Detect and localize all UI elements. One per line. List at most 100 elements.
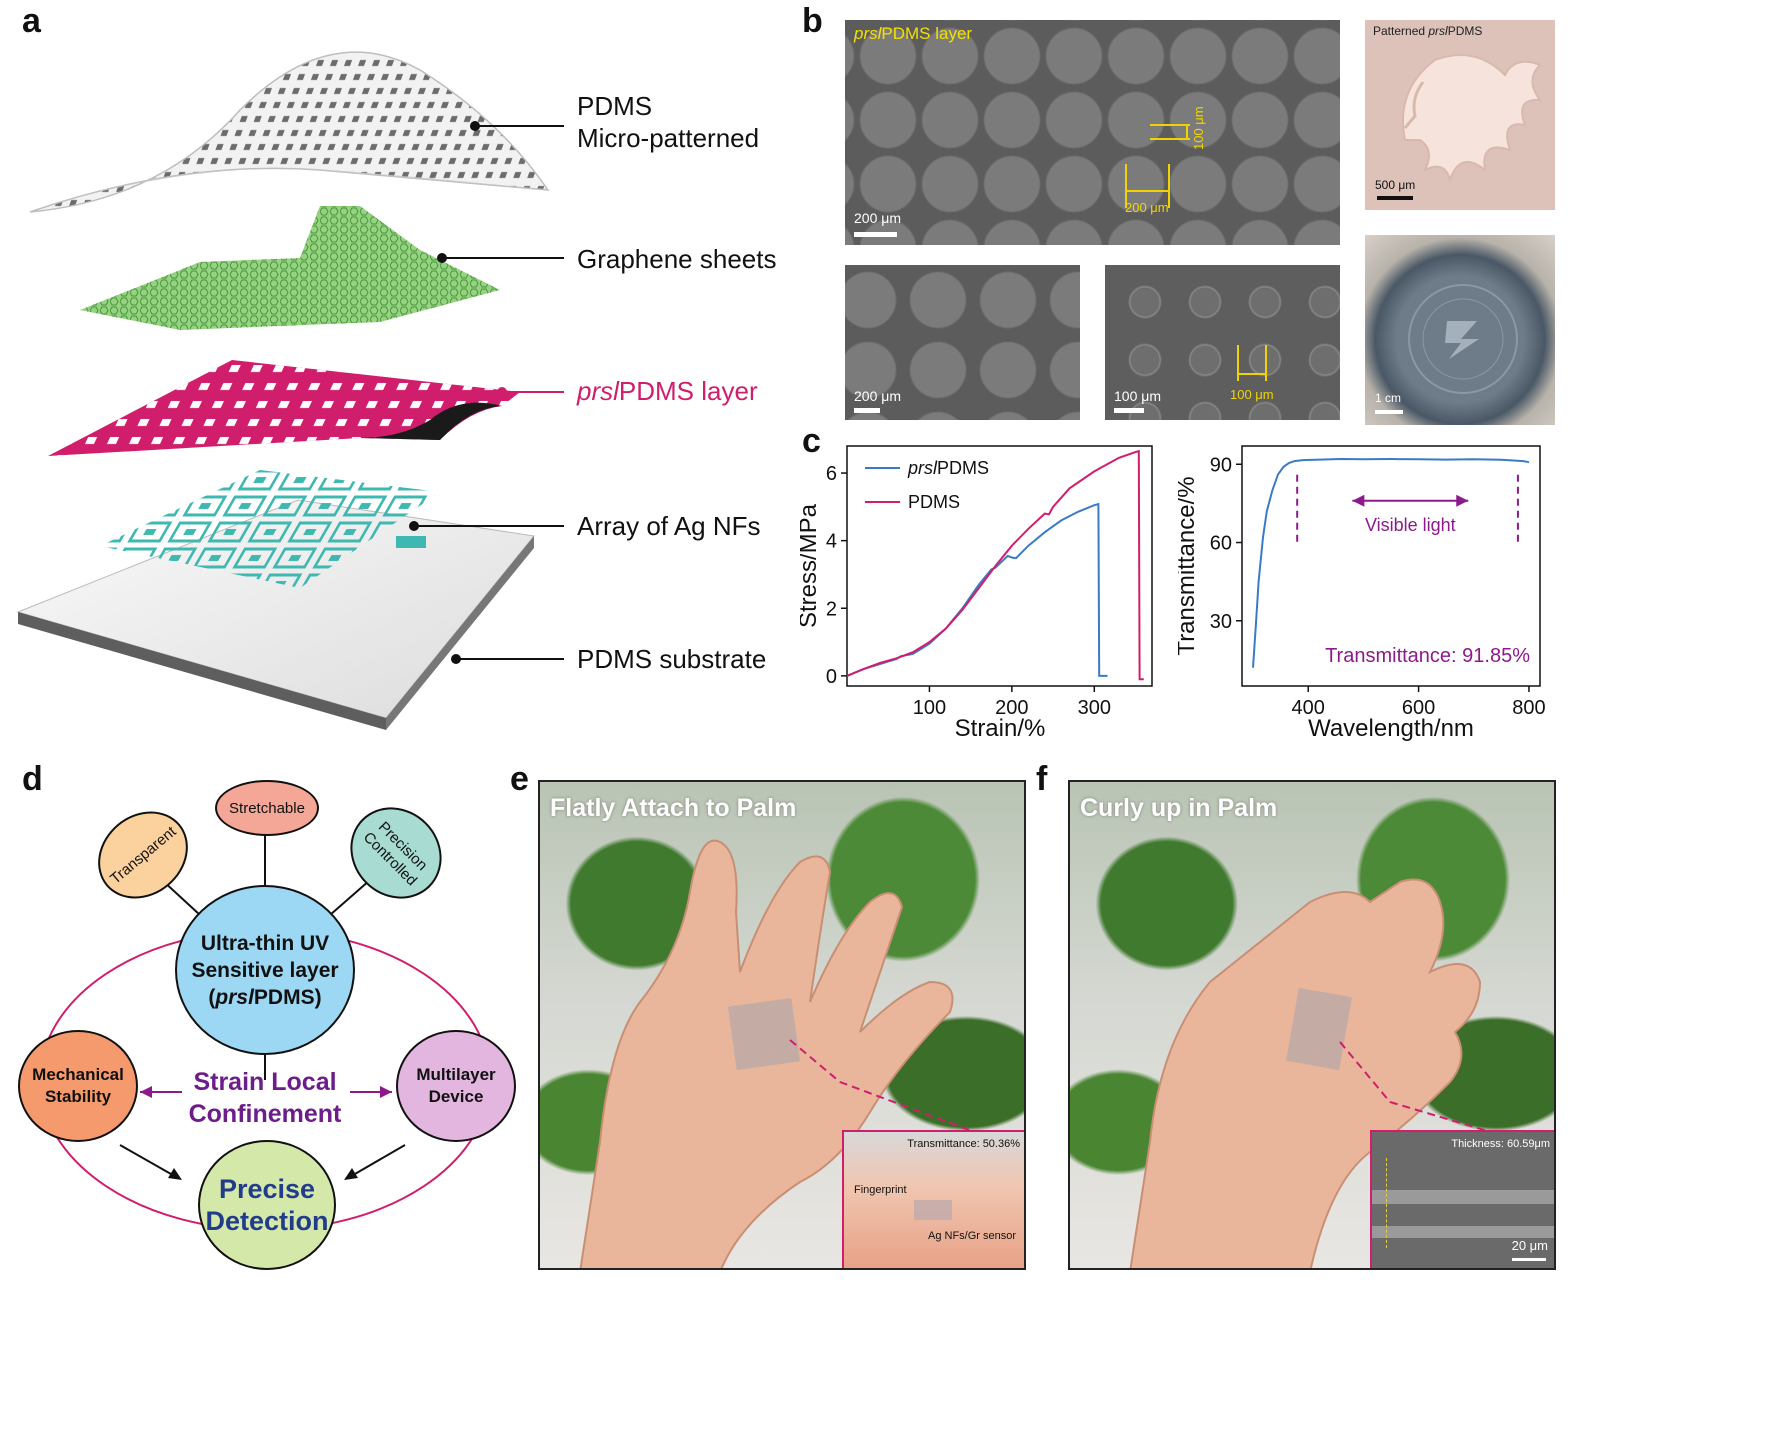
dim-line-v bbox=[1186, 124, 1188, 140]
sem-top-scale-label: 200 μm bbox=[854, 210, 901, 226]
arrow-left-head bbox=[140, 1086, 152, 1098]
br-dim-line bbox=[1237, 373, 1267, 375]
arrow-mech-precise-head bbox=[168, 1168, 182, 1180]
precise-line1: Precise bbox=[218, 1174, 316, 1204]
arrow-right-head bbox=[380, 1086, 392, 1098]
connector-precision bbox=[329, 879, 371, 916]
chart1-xtick-label: 200 bbox=[995, 697, 1028, 719]
bubble-mechanical-stability: Mechanical Stability bbox=[18, 1030, 138, 1142]
bubble-center-uv-layer: Ultra-thin UV Sensitive layer (prslPDMS) bbox=[175, 885, 355, 1055]
multilayer-line2: Device bbox=[428, 1087, 484, 1106]
dim-line-w bbox=[1125, 190, 1169, 192]
stress-strain-chart: 100 200 300 0 2 4 6 prslPDMS PDMS Strain/% Str… bbox=[800, 445, 1153, 742]
dim-line-w1 bbox=[1125, 164, 1127, 208]
panel-letter-c: c bbox=[802, 422, 821, 460]
panel-letter-b: b bbox=[802, 2, 823, 40]
bubble-precise-detection: Precise Detection bbox=[198, 1140, 336, 1270]
chart1-ytick-label: 0 bbox=[826, 666, 837, 688]
br-dim-line2 bbox=[1265, 345, 1267, 381]
label-prsl-pdms-layer: prslPDMS layer bbox=[577, 376, 758, 406]
chart1-xtick-label: 100 bbox=[913, 697, 946, 719]
inset-scale-label: 20 μm bbox=[1511, 1238, 1548, 1253]
chart2-ytick-label: 60 bbox=[1210, 533, 1232, 555]
dim-line-h1 bbox=[1150, 124, 1190, 126]
horse-head-pattern bbox=[1402, 54, 1543, 184]
label-pdms-substrate: PDMS substrate bbox=[577, 644, 767, 674]
wafer-scalebar bbox=[1375, 410, 1403, 414]
chart2-frame bbox=[1241, 445, 1541, 687]
center-line1: Ultra-thin UV bbox=[200, 931, 330, 955]
arrow-multi-precise bbox=[347, 1144, 406, 1179]
leader-line-substrate bbox=[457, 658, 564, 660]
strain-line2: Confinement bbox=[188, 1100, 342, 1128]
legend-label-pdms: PDMS bbox=[908, 492, 960, 512]
leader-line-pdms-top bbox=[476, 125, 564, 127]
chart2-xtick-label: 400 bbox=[1292, 697, 1325, 719]
sem-bl-scale-label: 200 μm bbox=[854, 388, 901, 404]
chart2-ytick-label: 30 bbox=[1210, 611, 1232, 633]
panel-letter-f: f bbox=[1036, 760, 1048, 798]
br-dim-label: 100 μm bbox=[1230, 387, 1274, 402]
dim-line-w2 bbox=[1168, 164, 1170, 208]
leader-dot-graphene bbox=[437, 253, 447, 263]
sem-top-title: prslPDMS layer bbox=[854, 24, 973, 43]
chart2-xtick-label: 600 bbox=[1402, 697, 1435, 719]
chart1-xlabel: Strain/% bbox=[955, 715, 1046, 742]
sem-image-bottom-right: 100 μm 100 μm bbox=[1105, 265, 1340, 420]
wafer-scale-label: 1 cm bbox=[1375, 391, 1402, 405]
strain-confinement-label: Strain Local Confinement bbox=[160, 1066, 370, 1130]
label-pdms-line2: Micro-patterned bbox=[577, 123, 760, 153]
chart1-ylabel: Stress/MPa bbox=[800, 503, 822, 628]
leader-dot-ag bbox=[409, 521, 419, 531]
dim-width-label: 200 μm bbox=[1125, 200, 1169, 215]
sem-br-scalebar bbox=[1114, 408, 1144, 413]
panel-letter-e: e bbox=[510, 760, 529, 798]
curled-hand-drawing bbox=[1129, 878, 1554, 1268]
inset-cross-section: Thickness: 60.59μm 20 μm bbox=[1370, 1130, 1554, 1268]
chart2-xlabel: Wavelength/nm bbox=[1308, 715, 1474, 742]
inset-thickness-label: Thickness: 60.59μm bbox=[1451, 1138, 1550, 1150]
bubble-stretchable: Stretchable bbox=[215, 780, 319, 836]
inset-scalebar bbox=[1512, 1258, 1546, 1261]
sem-image-top: prslPDMS layer 200 μm 100 μm 200 μm bbox=[845, 20, 1340, 245]
leader-dot-substrate bbox=[451, 654, 461, 664]
center-line3: (prslPDMS) bbox=[208, 985, 322, 1009]
leader-dot-prsl bbox=[497, 387, 507, 397]
patterned-scalebar bbox=[1377, 196, 1413, 200]
sem-br-scale-label: 100 μm bbox=[1114, 388, 1161, 404]
sem-bl-scalebar bbox=[854, 408, 880, 413]
chart1-legend: prslPDMS PDMS bbox=[865, 458, 989, 512]
inset-fingertip: Transmittance: 50.36% Fingerprint Ag NFs… bbox=[842, 1130, 1024, 1268]
mechanical-line2: Stability bbox=[44, 1087, 112, 1106]
dim-height-label: 100 μm bbox=[1191, 106, 1206, 150]
wafer-logo bbox=[1408, 284, 1518, 394]
chart1-ytick-label: 4 bbox=[826, 531, 837, 553]
sem-top-scalebar bbox=[854, 232, 897, 237]
visible-range-arrow-left-head bbox=[1352, 494, 1365, 507]
layer-stack-illustration bbox=[16, 51, 550, 730]
chart1-ytick-label: 6 bbox=[826, 463, 837, 485]
photo-f-title: Curly up in Palm bbox=[1080, 794, 1278, 822]
leader-line-prsl bbox=[503, 391, 564, 393]
arrow-multi-precise-head bbox=[344, 1168, 358, 1180]
panel-letter-a: a bbox=[22, 2, 41, 40]
leader-dot-pdms-top bbox=[470, 121, 480, 131]
inset-sensor-patch bbox=[914, 1200, 952, 1220]
chart2-series-0-line bbox=[1252, 457, 1530, 668]
photo-flat-palm: Flatly Attach to Palm Transmittance: 50.… bbox=[538, 780, 1026, 1270]
patterned-prsl-photo: Patterned prslPDMS 500 μm bbox=[1365, 20, 1555, 210]
inset-transmittance-label: Transmittance: 50.36% bbox=[907, 1138, 1020, 1150]
arrow-mech-precise bbox=[119, 1144, 179, 1179]
cross-section-layer-bottom bbox=[1372, 1226, 1554, 1238]
thickness-marker bbox=[1386, 1158, 1387, 1248]
photo-e-title: Flatly Attach to Palm bbox=[550, 794, 797, 822]
chart2-xtick-label: 800 bbox=[1512, 697, 1545, 719]
label-pdms-line1: PDMS bbox=[577, 91, 653, 121]
inset-fingerprint-label: Fingerprint bbox=[854, 1184, 907, 1196]
chart1-xtick-label: 300 bbox=[1078, 697, 1111, 719]
chart1-series-1-line bbox=[846, 449, 1144, 681]
br-dim-line1 bbox=[1237, 345, 1239, 381]
transmittance-value-label: Transmittance: 91.85% bbox=[1325, 645, 1530, 667]
bubble-multilayer-device: Multilayer Device bbox=[396, 1030, 516, 1142]
multilayer-line1: Multilayer bbox=[416, 1065, 496, 1084]
